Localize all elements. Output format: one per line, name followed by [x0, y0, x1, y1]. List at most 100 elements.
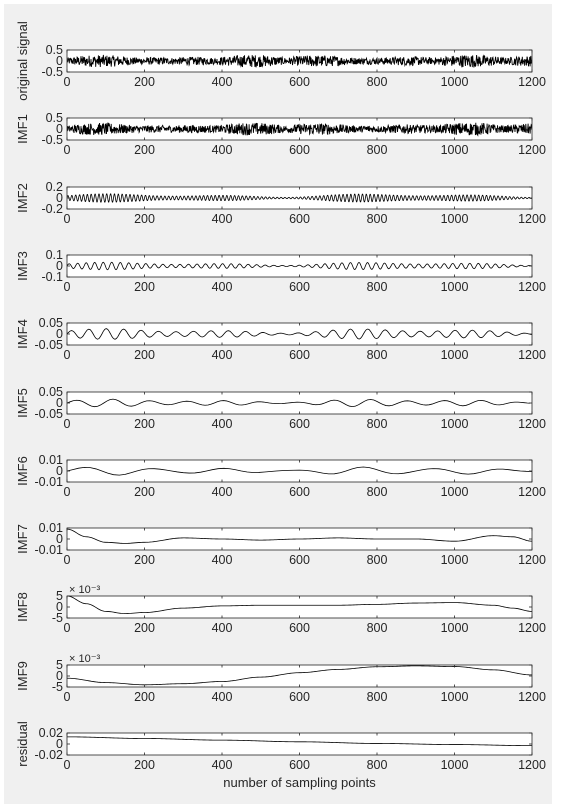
y-axis-label: residual — [15, 721, 30, 767]
x-tick-label: 1200 — [518, 212, 546, 226]
y-tick-label: 0 — [56, 54, 63, 68]
y-tick-label: -0.05 — [35, 407, 64, 421]
y-tick-label: 0.2 — [46, 180, 63, 194]
x-tick-label: 0 — [64, 75, 71, 89]
x-tick-label: 200 — [134, 485, 155, 499]
x-tick-label: 600 — [289, 553, 310, 567]
x-tick-label: 400 — [212, 212, 233, 226]
x-tick-label: 0 — [64, 280, 71, 294]
y-exponent-label: × 10⁻³ — [69, 584, 101, 596]
x-tick-label: 0 — [64, 553, 71, 567]
y-tick-label: 0.1 — [46, 248, 63, 262]
x-tick-label: 1200 — [518, 417, 546, 431]
x-tick-label: 400 — [212, 621, 233, 635]
series-line — [67, 736, 532, 747]
x-tick-label: 800 — [367, 485, 388, 499]
y-tick-label: -0.01 — [35, 543, 64, 557]
y-tick-label: 0.01 — [39, 453, 63, 467]
series-line — [67, 328, 532, 340]
x-tick-label: 1000 — [441, 143, 469, 157]
x-tick-label: 200 — [134, 75, 155, 89]
x-tick-label: 0 — [64, 417, 71, 431]
x-tick-label: 200 — [134, 553, 155, 567]
x-tick-label: 200 — [134, 621, 155, 635]
y-tick-label: -5 — [52, 611, 63, 625]
series-line — [67, 596, 532, 615]
y-tick-label: 0 — [56, 464, 63, 478]
x-tick-label: 200 — [134, 348, 155, 362]
axes-area — [67, 255, 532, 277]
x-tick-label: 400 — [212, 485, 233, 499]
x-tick-label: 1000 — [441, 758, 469, 772]
y-tick-label: 0 — [56, 191, 63, 205]
x-tick-label: 1200 — [518, 348, 546, 362]
x-tick-label: 200 — [134, 280, 155, 294]
y-tick-label: 0 — [56, 669, 63, 683]
y-tick-label: -0.01 — [35, 475, 64, 489]
y-tick-label: 0 — [56, 737, 63, 751]
x-tick-label: 400 — [212, 553, 233, 567]
x-tick-label: 1000 — [441, 212, 469, 226]
x-tick-label: 800 — [367, 758, 388, 772]
x-tick-label: 400 — [212, 75, 233, 89]
x-tick-label: 600 — [289, 348, 310, 362]
y-tick-label: 0.01 — [39, 521, 63, 535]
x-tick-label: 0 — [64, 758, 71, 772]
y-tick-label: 0 — [56, 600, 63, 614]
x-tick-label: 600 — [289, 212, 310, 226]
series-line — [67, 122, 532, 137]
y-axis-label: IMF2 — [15, 183, 30, 213]
y-tick-label: 0.05 — [39, 385, 63, 399]
x-tick-label: 1200 — [518, 143, 546, 157]
x-tick-label: 200 — [134, 212, 155, 226]
axes-area — [67, 50, 532, 72]
x-axis-label: number of sampling points — [223, 775, 376, 790]
x-tick-label: 800 — [367, 75, 388, 89]
x-tick-label: 1000 — [441, 485, 469, 499]
x-tick-label: 600 — [289, 621, 310, 635]
series-line — [67, 528, 532, 544]
x-tick-label: 400 — [212, 280, 233, 294]
x-tick-label: 0 — [64, 690, 71, 704]
y-tick-label: 0.5 — [46, 111, 63, 125]
y-tick-label: -0.1 — [41, 270, 63, 284]
x-tick-label: 1200 — [518, 690, 546, 704]
subplot-11: 0 200 400 600 800 1000 12000.020-0.02residualn… — [15, 721, 546, 790]
y-axis-label: IMF5 — [15, 388, 30, 418]
x-tick-label: 1000 — [441, 690, 469, 704]
y-axis-label: original signal — [15, 21, 30, 101]
series-line — [67, 261, 532, 271]
y-axis-label: IMF6 — [15, 456, 30, 486]
y-tick-label: 0 — [56, 259, 63, 273]
x-tick-label: 1000 — [441, 348, 469, 362]
y-axis-label: IMF4 — [15, 319, 30, 349]
series-line — [67, 54, 532, 68]
x-tick-label: 600 — [289, 690, 310, 704]
x-tick-label: 1200 — [518, 758, 546, 772]
y-tick-label: -0.02 — [35, 748, 64, 762]
x-tick-label: 1200 — [518, 553, 546, 567]
y-tick-label: -0.2 — [41, 202, 63, 216]
x-tick-label: 600 — [289, 417, 310, 431]
x-tick-label: 1000 — [441, 75, 469, 89]
x-tick-label: 1200 — [518, 621, 546, 635]
x-tick-label: 0 — [64, 621, 71, 635]
x-tick-label: 200 — [134, 690, 155, 704]
y-tick-label: 5 — [56, 589, 63, 603]
y-tick-label: 0 — [56, 122, 63, 136]
axes-area — [67, 596, 532, 618]
axes-area — [67, 665, 532, 687]
axes-area — [67, 733, 532, 755]
axes-area — [67, 460, 532, 482]
x-tick-label: 0 — [64, 348, 71, 362]
x-tick-label: 600 — [289, 485, 310, 499]
